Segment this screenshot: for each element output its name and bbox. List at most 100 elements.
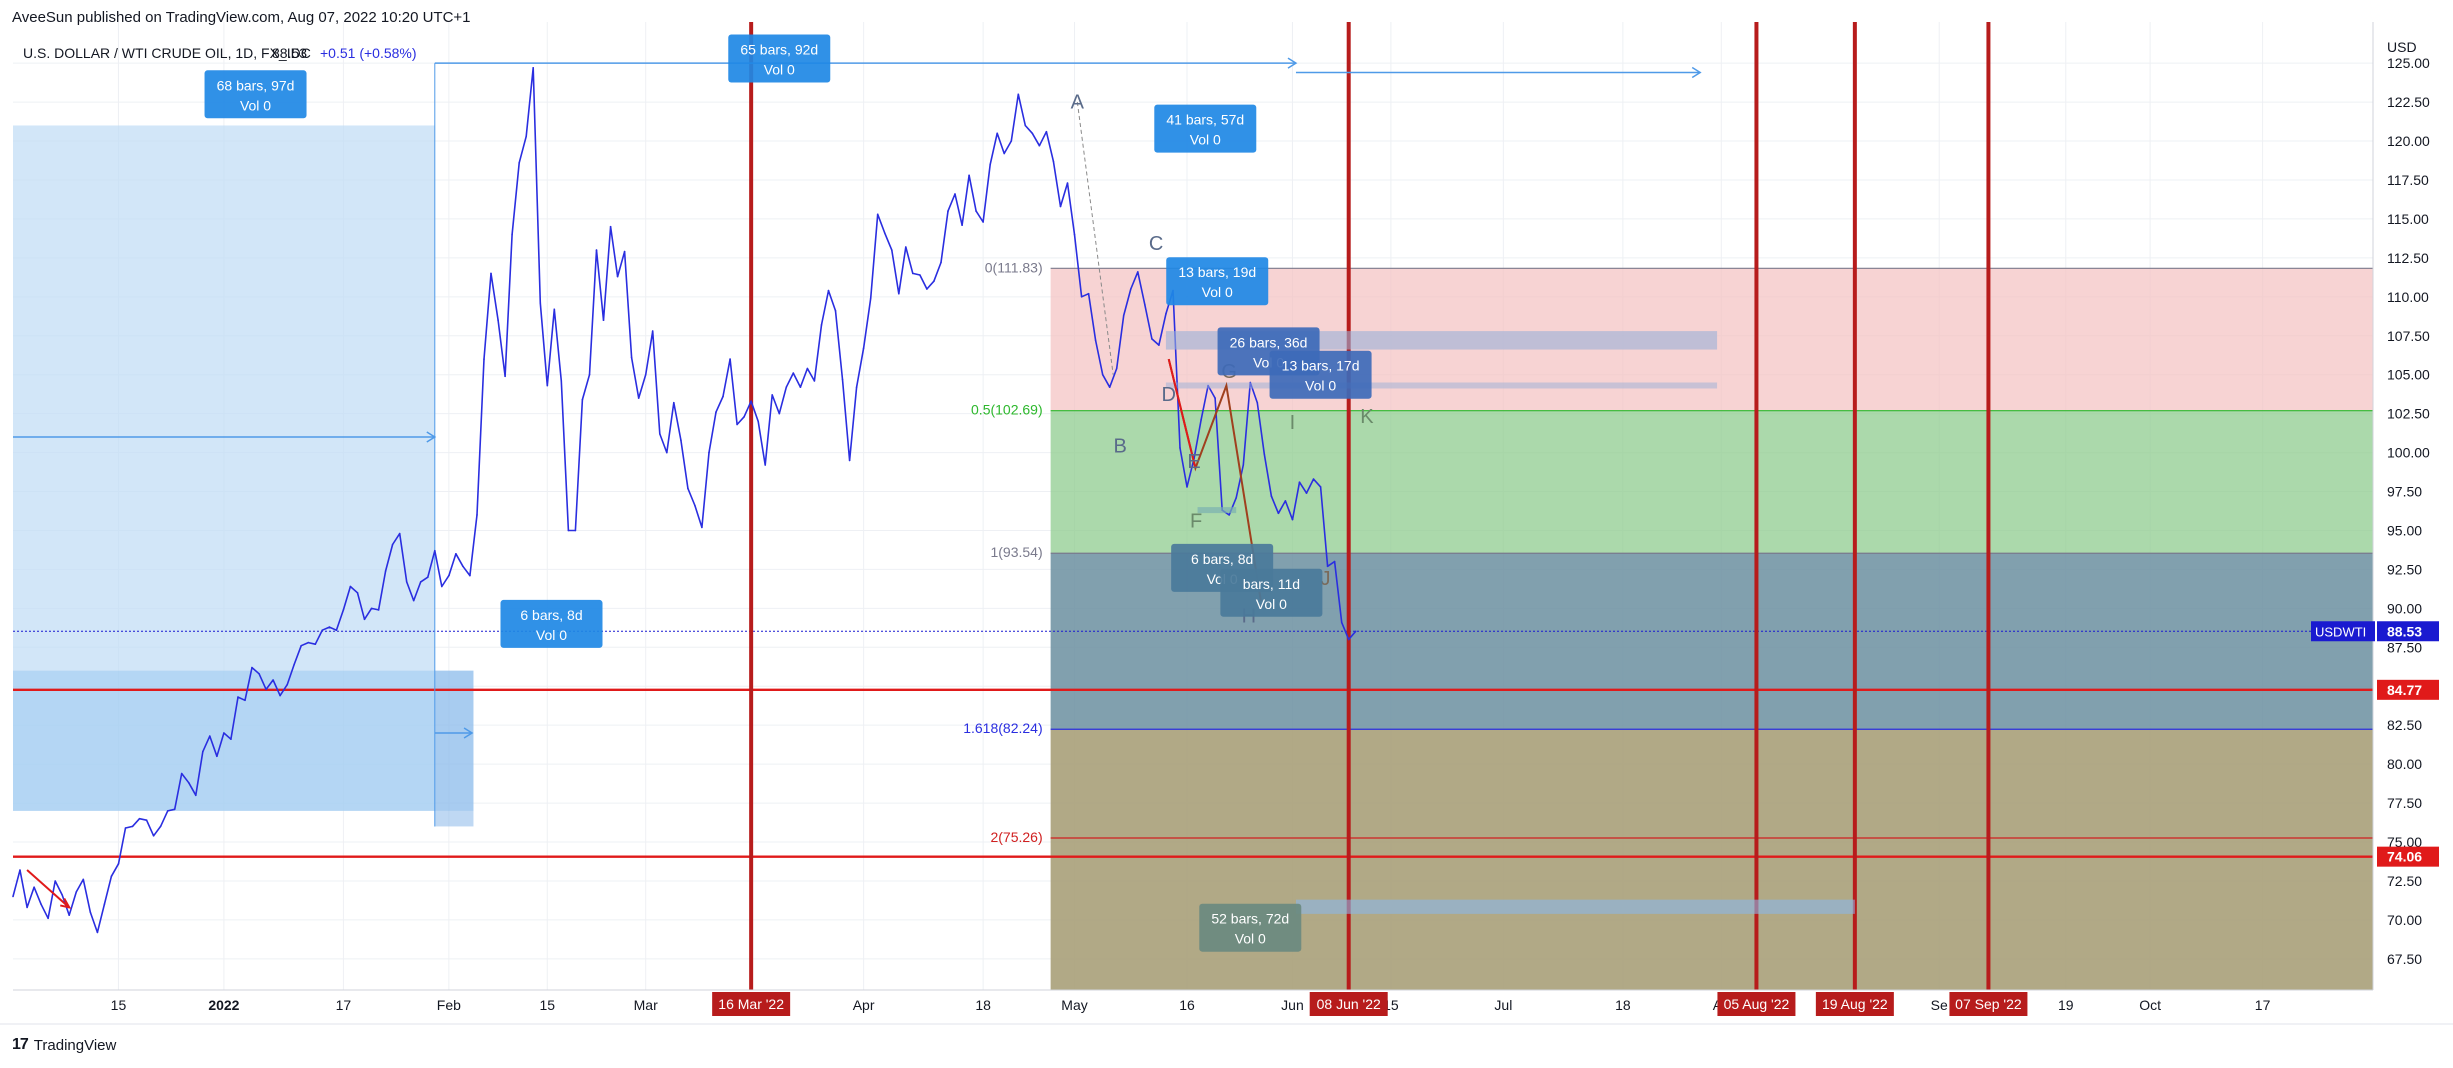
price-point	[876, 213, 879, 216]
wave-label: F	[1190, 510, 1202, 532]
x-tick-label: Apr	[853, 997, 875, 1013]
price-point	[982, 221, 984, 223]
price-point	[462, 565, 464, 568]
price-point	[673, 401, 675, 404]
y-tick-label: 110.00	[2387, 289, 2429, 305]
price-point	[349, 585, 352, 588]
price-point	[342, 609, 345, 611]
price-point	[1319, 486, 1322, 488]
range-box-vol: Vol 0	[536, 627, 567, 643]
price-point	[12, 895, 14, 898]
price-point	[841, 378, 844, 381]
price-point	[581, 398, 584, 401]
price-line	[12, 67, 1357, 934]
price-point	[898, 292, 900, 295]
price-point	[1242, 464, 1245, 466]
x-tick-label: 15	[111, 997, 127, 1013]
price-point	[940, 261, 942, 264]
price-point	[588, 373, 591, 376]
range-box-bars: 52 bars, 72d	[1211, 911, 1289, 927]
price-point	[448, 574, 450, 577]
x-tick-label: Jun	[1281, 997, 1304, 1013]
date-marker-box	[1309, 992, 1388, 1016]
price-point	[574, 529, 577, 532]
price-point	[644, 373, 647, 376]
price-point	[996, 132, 998, 135]
x-tick-label: Se	[1931, 997, 1948, 1013]
price-point	[391, 543, 394, 546]
price-point	[1179, 447, 1181, 449]
y-tick-label: 95.00	[2387, 522, 2422, 538]
date-marker-label: 16 Mar '22	[718, 996, 784, 1012]
price-point	[546, 384, 549, 387]
wave-label: J	[1321, 568, 1331, 590]
range-box	[1269, 350, 1372, 399]
x-tick-label: 18	[975, 997, 991, 1013]
y-tick-label: 107.50	[2387, 328, 2430, 344]
price-point	[1031, 132, 1034, 135]
price-point	[1200, 419, 1202, 421]
price-point	[820, 324, 823, 326]
y-tick-label: 75.00	[2387, 834, 2422, 850]
price-point	[455, 553, 457, 555]
range-box	[1166, 257, 1269, 306]
price-point	[434, 549, 436, 552]
price-point	[1340, 621, 1343, 624]
price-point	[1284, 500, 1287, 502]
fib-level-label: 0.5(102.69)	[971, 402, 1043, 418]
wave-label: I	[1290, 412, 1296, 434]
price-point	[715, 411, 717, 413]
range-box-vol: Vol 0	[1305, 378, 1336, 394]
price-point	[1228, 514, 1230, 516]
price-point	[1122, 314, 1125, 317]
date-marker-box	[1717, 992, 1796, 1016]
price-point	[328, 626, 331, 628]
publication-header: AveeSun published on TradingView.com, Au…	[12, 9, 471, 26]
fib-level-label: 0(111.83)	[985, 259, 1043, 275]
price-point	[427, 576, 429, 578]
price-point	[806, 367, 809, 370]
price-point	[321, 629, 324, 631]
price-point	[1137, 271, 1139, 273]
x-tick-label: 17	[2255, 997, 2271, 1013]
range-box	[500, 599, 603, 648]
price-point	[1165, 313, 1167, 315]
x-tick-label: 18	[1615, 997, 1631, 1013]
date-marker-box	[1949, 992, 2028, 1016]
series	[12, 67, 1357, 934]
price-point	[363, 618, 366, 621]
y-tick-label: 102.50	[2387, 406, 2430, 422]
price-point	[595, 249, 598, 251]
price-point	[195, 794, 197, 797]
price-point	[919, 274, 921, 276]
price-point	[975, 210, 977, 212]
price-point	[862, 347, 865, 350]
range-box	[1199, 903, 1302, 952]
symbol-label: USDWTI	[2315, 624, 2366, 639]
y-tick-label: 122.50	[2387, 94, 2430, 110]
price-point	[532, 67, 534, 69]
tradingview-footer[interactable]: 17 TradingView	[12, 1036, 116, 1054]
price-point	[834, 310, 837, 312]
price-point	[947, 210, 949, 212]
price-point	[1052, 160, 1055, 163]
price-point	[110, 875, 113, 878]
price-point	[54, 880, 56, 882]
wave-label: B	[1114, 436, 1127, 458]
price-point	[1045, 130, 1048, 133]
price-point	[1087, 292, 1090, 295]
wave-label: E	[1187, 451, 1200, 473]
price-point	[398, 532, 401, 535]
price-point	[637, 397, 640, 399]
price-point	[272, 679, 274, 681]
price-point	[19, 869, 21, 871]
price-point	[511, 233, 513, 236]
price-point	[792, 372, 795, 374]
price-point	[103, 903, 106, 906]
wave-label: C	[1149, 233, 1163, 255]
price-point	[377, 609, 380, 611]
price-point	[764, 464, 766, 466]
change-value: +0.51 (+0.58%)	[320, 45, 417, 61]
x-tick-label: May	[1061, 997, 1087, 1013]
